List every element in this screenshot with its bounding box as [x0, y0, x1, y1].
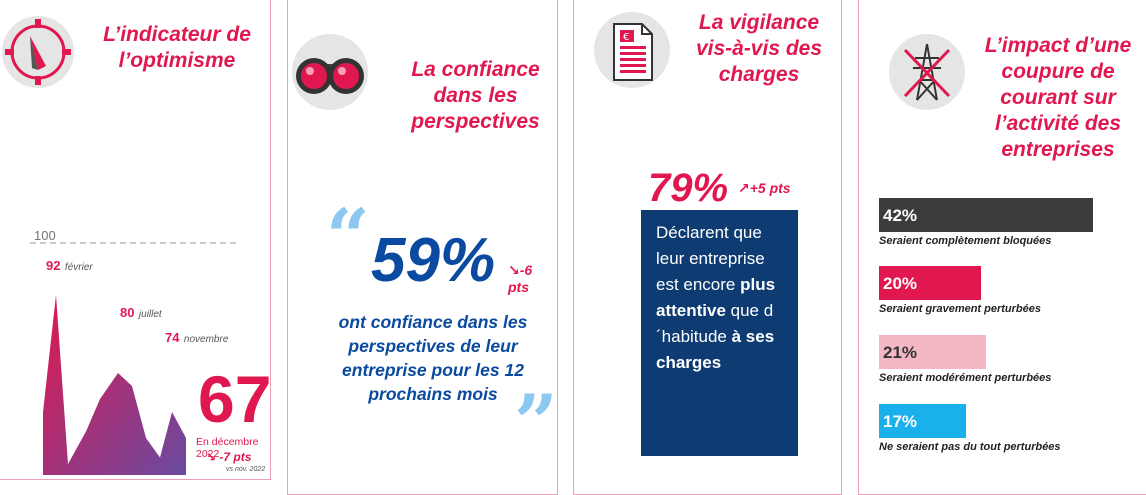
arrow-down-icon: ↘: [206, 450, 217, 464]
optimism-area: [43, 295, 186, 475]
binoculars-icon: [292, 34, 368, 110]
svg-text:€: €: [623, 32, 629, 43]
optimism-panel: L’indicateur de l’optimisme 100 92 févri…: [0, 0, 271, 480]
charges-title: La vigilance vis-à-vis des charges: [695, 11, 823, 86]
confidence-panel: La confiance dans les perspectives “ 59%…: [287, 0, 558, 495]
point-label-nov: 74 novembre: [165, 330, 229, 345]
charges-delta: ↗+5 pts: [738, 180, 791, 196]
power-cut-panel: L’impact d’une coupure de courant sur l’…: [858, 0, 1146, 495]
open-quote-icon: “: [326, 192, 370, 281]
confidence-text: ont confiance dans les perspectives de l…: [338, 312, 528, 404]
december-value: 67: [198, 362, 272, 436]
bar-blocked: 42%: [879, 198, 1093, 232]
confidence-title: La confiance dans les perspectives: [411, 58, 540, 133]
december-caption: En décembre 2022: [196, 436, 259, 460]
bar-label-moderately-disrupted: Seraient modérément perturbées: [879, 372, 1052, 384]
close-quote-icon: ”: [514, 378, 558, 467]
bar-label-severely-disrupted: Seraient gravement perturbées: [879, 303, 1042, 315]
bar-moderately-disrupted: 21%: [879, 335, 986, 369]
arrow-down-icon: ↘: [508, 262, 520, 278]
compass-icon: [2, 16, 74, 88]
point-label-feb: 92 février: [46, 258, 93, 273]
optimism-title: L’indicateur de l’optimisme: [103, 23, 251, 72]
invoice-icon: €: [594, 12, 670, 88]
confidence-value: 59%: [371, 226, 496, 295]
charges-value: 79%: [648, 166, 729, 210]
bar-severely-disrupted: 20%: [879, 266, 981, 300]
point-label-jul: 80 juillet: [120, 305, 162, 320]
bar-label-blocked: Seraient complètement bloquées: [879, 235, 1052, 247]
bar-not-disrupted: 17%: [879, 404, 966, 438]
december-delta: ↘ -7 pts: [206, 450, 252, 464]
delta-reference: vs nov. 2022: [226, 466, 266, 473]
point-label-low: 66: [65, 376, 80, 391]
arrow-up-icon: ↗: [738, 180, 750, 196]
power-pylon-crossed-icon: [889, 34, 965, 110]
reference-line-label: 100: [34, 228, 56, 243]
optimism-area-chart: [30, 242, 240, 475]
power-cut-title: L’impact d’une coupure de courant sur l’…: [984, 34, 1132, 161]
charges-vigilance-panel: € La vigilance vis-à-vis des charges 79%…: [573, 0, 842, 495]
charges-box: Déclarent que leur entreprise est encore…: [641, 210, 798, 456]
bar-label-not-disrupted: Ne seraient pas du tout perturbées: [879, 441, 1061, 453]
confidence-delta: ↘-6 pts: [508, 262, 533, 295]
